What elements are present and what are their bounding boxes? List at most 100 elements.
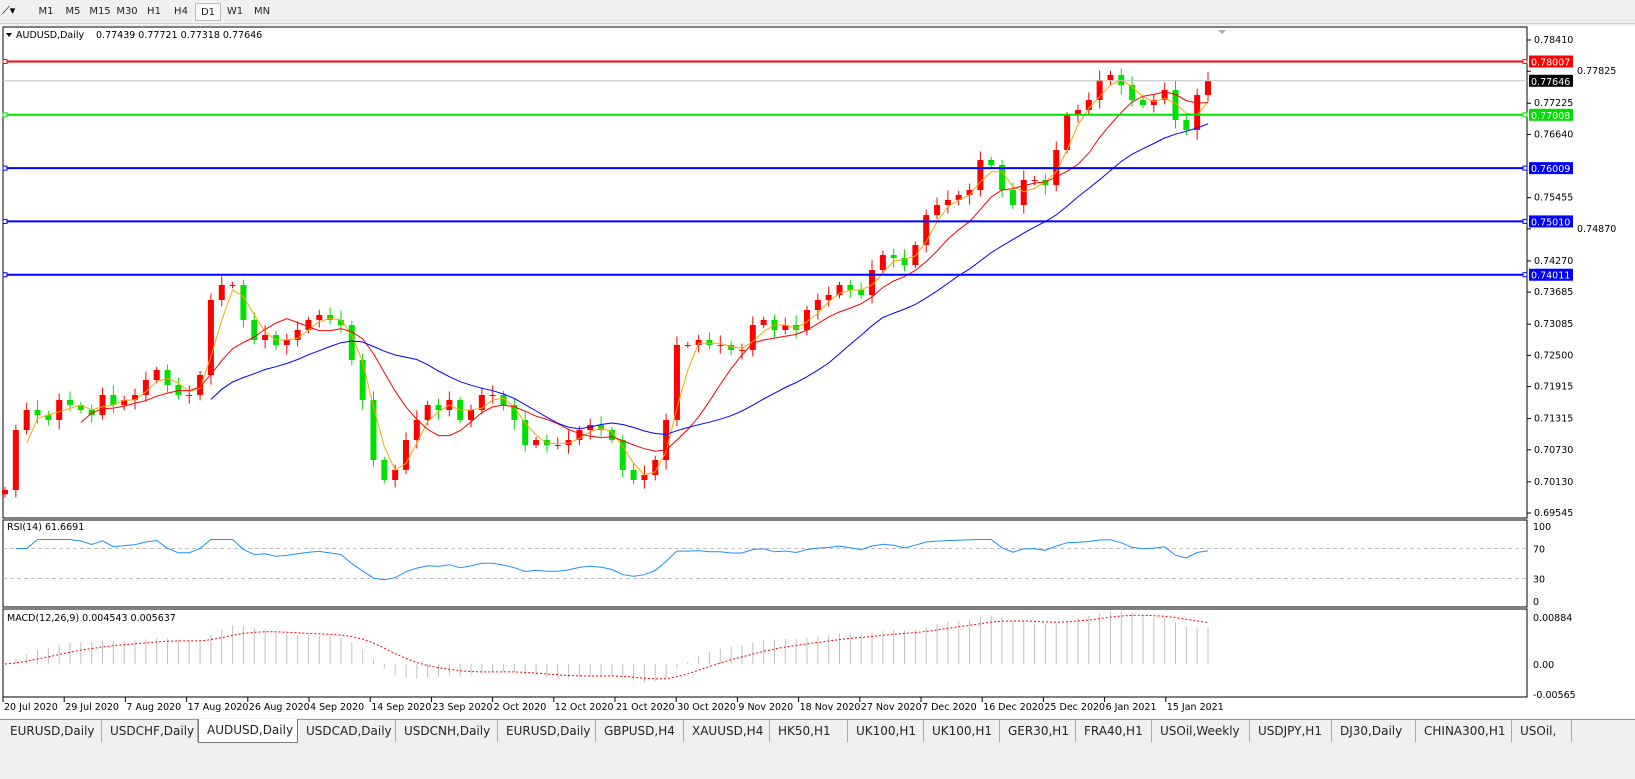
timeframe-w1[interactable]: W1	[226, 6, 244, 17]
bullish-candle	[825, 295, 832, 300]
level-price-badge	[1529, 108, 1573, 121]
bullish-candle	[879, 254, 886, 270]
main-pane-frame	[2, 26, 1528, 519]
bullish-candle	[738, 349, 745, 351]
chart-tab[interactable]: EURUSD,Daily	[498, 720, 596, 742]
bullish-candle	[1074, 110, 1081, 116]
chart-tab[interactable]: GBPUSD,H4	[596, 720, 684, 742]
price-tick-label: 0.70730	[1534, 445, 1573, 456]
bullish-candle	[424, 404, 431, 420]
chart-tab[interactable]: USOil,	[1512, 720, 1572, 742]
bearish-candle	[240, 284, 247, 320]
price-tick-label: 0.73685	[1534, 287, 1573, 298]
bullish-candle	[1205, 80, 1211, 96]
timeframe-d1[interactable]: D1	[195, 3, 221, 21]
bullish-candle	[1096, 80, 1103, 100]
chart-tab[interactable]: AUDUSD,Daily	[198, 719, 298, 743]
bullish-candle	[99, 395, 106, 416]
bullish-candle	[673, 345, 680, 420]
bullish-candle	[207, 299, 214, 375]
timeframe-h1[interactable]: H1	[147, 6, 161, 17]
price-tick-label: 0.78410	[1534, 35, 1573, 46]
bearish-candle	[630, 469, 637, 481]
timeframe-h4[interactable]: H4	[174, 6, 188, 17]
chart-tab[interactable]: CHINA300,H1	[1416, 720, 1512, 742]
bearish-candle	[1139, 99, 1146, 105]
bullish-candle	[153, 369, 160, 381]
chart-tab[interactable]: USDCAD,Daily	[298, 720, 396, 742]
bullish-candle	[2, 489, 8, 495]
level-handle	[1522, 59, 1528, 65]
collapse-triangle-icon	[6, 33, 12, 37]
timeframe-m15[interactable]: M15	[89, 6, 111, 17]
chart-tab[interactable]: HK50,H1	[770, 720, 848, 742]
bearish-candle	[88, 409, 95, 416]
bullish-candle	[934, 204, 941, 216]
chart-tab[interactable]: GER30,H1	[1000, 720, 1076, 742]
chart-tab[interactable]: USDJPY,H1	[1250, 720, 1332, 742]
date-tick-label: 16 Dec 2020	[983, 702, 1044, 713]
bullish-candle	[717, 345, 724, 347]
chart-tab[interactable]: DJ30,Daily	[1332, 720, 1416, 742]
level-price-label: 0.77008	[1531, 111, 1570, 122]
date-tick-label: 25 Dec 2020	[1044, 702, 1105, 713]
level-price-label: 0.75010	[1531, 217, 1570, 228]
bearish-candle	[793, 324, 800, 331]
date-tick-label: 27 Nov 2020	[861, 702, 922, 713]
level-handle	[1522, 112, 1528, 118]
bearish-candle	[543, 439, 550, 446]
level-handle	[1522, 218, 1528, 224]
bearish-candle	[1129, 84, 1136, 100]
date-tick-label: 30 Oct 2020	[677, 702, 736, 713]
chart-tab[interactable]: UK100,H1	[924, 720, 1000, 742]
bullish-candle	[403, 439, 409, 470]
bullish-candle	[663, 419, 670, 460]
date-tick-label: 4 Sep 2020	[310, 702, 364, 713]
timeframe-m5[interactable]: M5	[65, 6, 81, 17]
price-tick-label: 0.77225	[1534, 98, 1573, 109]
rsi-scale-label: 70	[1533, 545, 1545, 556]
chart-tab[interactable]: EURUSD,Daily	[2, 720, 102, 742]
chart-window[interactable]: AUDUSD,Daily 0.77439 0.77721 0.77318 0.77…	[0, 26, 1635, 718]
bullish-candle	[760, 319, 767, 325]
timeframe-mn[interactable]: MN	[253, 6, 271, 17]
bearish-candle	[381, 459, 388, 481]
bullish-candle	[12, 430, 19, 490]
level-handle	[1522, 272, 1528, 278]
bearish-candle	[77, 404, 84, 410]
bullish-candle	[977, 160, 984, 190]
bullish-candle	[1031, 180, 1038, 182]
chart-tab[interactable]: USOil,Weekly	[1152, 720, 1250, 742]
rsi-label: RSI(14) 61.6691	[7, 522, 84, 533]
timeframe-m30[interactable]: M30	[116, 6, 138, 17]
bullish-candle	[923, 215, 930, 246]
bearish-candle	[858, 289, 865, 296]
bullish-candle	[652, 459, 659, 475]
bearish-candle	[598, 424, 605, 431]
bullish-candle	[869, 269, 876, 296]
chart-tab[interactable]: FRA40,H1	[1076, 720, 1152, 742]
bearish-candle	[1172, 89, 1179, 120]
drawing-tools-icon[interactable]: ⟋▾	[2, 4, 16, 17]
bullish-candle	[782, 324, 789, 331]
bearish-candle	[164, 369, 171, 385]
date-tick-label: 21 Oct 2020	[616, 702, 675, 713]
timeframe-m1[interactable]: M1	[38, 6, 54, 17]
bullish-candle	[1194, 95, 1201, 131]
bullish-candle	[283, 339, 290, 346]
level-handle	[2, 218, 8, 224]
price-tick-label: 0.71915	[1534, 382, 1573, 393]
bullish-candle	[1150, 99, 1157, 105]
chart-tab[interactable]: USDCNH,Daily	[396, 720, 498, 742]
date-tick-label: 15 Jan 2021	[1167, 702, 1224, 713]
date-tick-label: 6 Jan 2021	[1106, 702, 1157, 713]
chart-tab[interactable]: XAUUSD,H4	[684, 720, 770, 742]
chart-tab[interactable]: UK100,H1	[848, 720, 924, 742]
macd-signal-line	[4, 614, 1209, 680]
level-price-label: 0.74011	[1531, 271, 1570, 282]
level-price-badge	[1529, 162, 1573, 175]
chart-canvas[interactable]: AUDUSD,Daily 0.77439 0.77721 0.77318 0.77…	[0, 26, 1635, 718]
bullish-candle	[468, 409, 475, 420]
chart-tab[interactable]: USDCHF,Daily	[102, 720, 198, 742]
macd-pane-frame	[2, 608, 1528, 698]
